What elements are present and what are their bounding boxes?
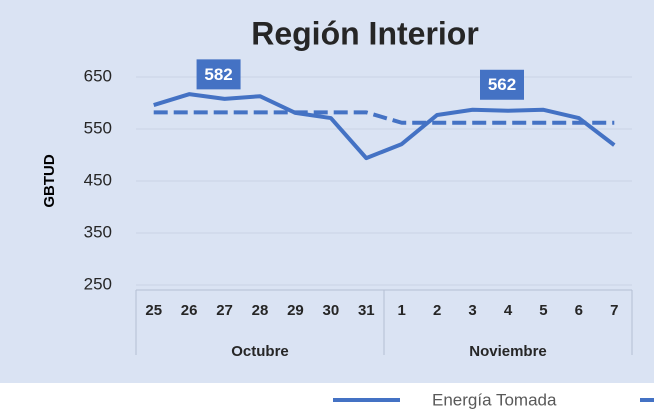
x-tick-label: 5 xyxy=(539,302,547,319)
x-tick-label: 26 xyxy=(181,302,198,319)
x-tick-label: 2 xyxy=(433,302,441,319)
chart-title: Región Interior xyxy=(251,15,479,51)
x-tick-label: 6 xyxy=(575,302,583,319)
y-axis-label: GBTUD xyxy=(41,154,58,207)
y-tick-label: 450 xyxy=(84,170,112,189)
y-tick-label: 550 xyxy=(84,118,112,137)
group-label: Noviembre xyxy=(469,343,547,360)
x-tick-label: 28 xyxy=(252,302,269,319)
x-tick-label: 27 xyxy=(216,302,233,319)
y-tick-label: 250 xyxy=(84,274,112,293)
x-tick-label: 3 xyxy=(468,302,476,319)
x-tick-label: 25 xyxy=(145,302,162,319)
data-label: 582 xyxy=(204,65,232,84)
data-label: 562 xyxy=(488,75,516,94)
x-tick-label: 30 xyxy=(323,302,340,319)
data-label-box xyxy=(480,69,524,100)
chart-background xyxy=(0,0,654,383)
x-tick-label: 31 xyxy=(358,302,375,319)
x-tick-label: 29 xyxy=(287,302,304,319)
data-label-box xyxy=(196,59,241,90)
group-label: Octubre xyxy=(231,343,289,360)
x-tick-label: 7 xyxy=(610,302,618,319)
x-tick-label: 4 xyxy=(504,302,513,319)
y-tick-label: 350 xyxy=(84,222,112,241)
line xyxy=(153,92,616,161)
dashed-line xyxy=(153,110,615,125)
x-tick-label: 1 xyxy=(398,302,406,319)
y-tick-label: 650 xyxy=(84,66,112,85)
legend-label: Energía Tomada xyxy=(432,390,557,409)
